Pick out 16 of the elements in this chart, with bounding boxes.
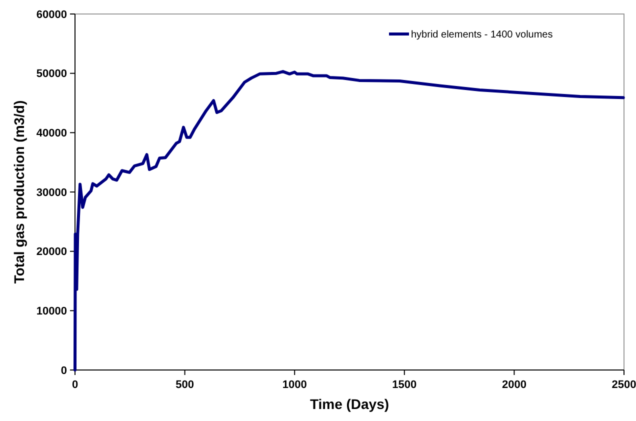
x-axis-title: Time (Days) [310, 396, 390, 412]
y-tick-label: 0 [60, 364, 67, 377]
x-tick-label: 500 [176, 379, 194, 391]
x-tick-label: 2000 [502, 379, 526, 391]
y-tick-label: 50000 [36, 68, 67, 80]
x-tick-label: 0 [72, 379, 78, 391]
y-tick-label: 60000 [36, 8, 67, 21]
x-tick-label: 1000 [282, 379, 307, 391]
y-tick-label: 20000 [36, 246, 67, 258]
x-tick-label: 1500 [392, 379, 417, 391]
y-tick-label: 30000 [36, 186, 67, 199]
legend-label: hybrid elements - 1400 volumes [411, 30, 553, 40]
y-tick-label: 40000 [36, 128, 67, 140]
y-tick-label: 10000 [36, 306, 67, 318]
x-tick-label: 2500 [612, 379, 636, 391]
y-axis-title: Total gas production (m3/d) [11, 100, 27, 284]
